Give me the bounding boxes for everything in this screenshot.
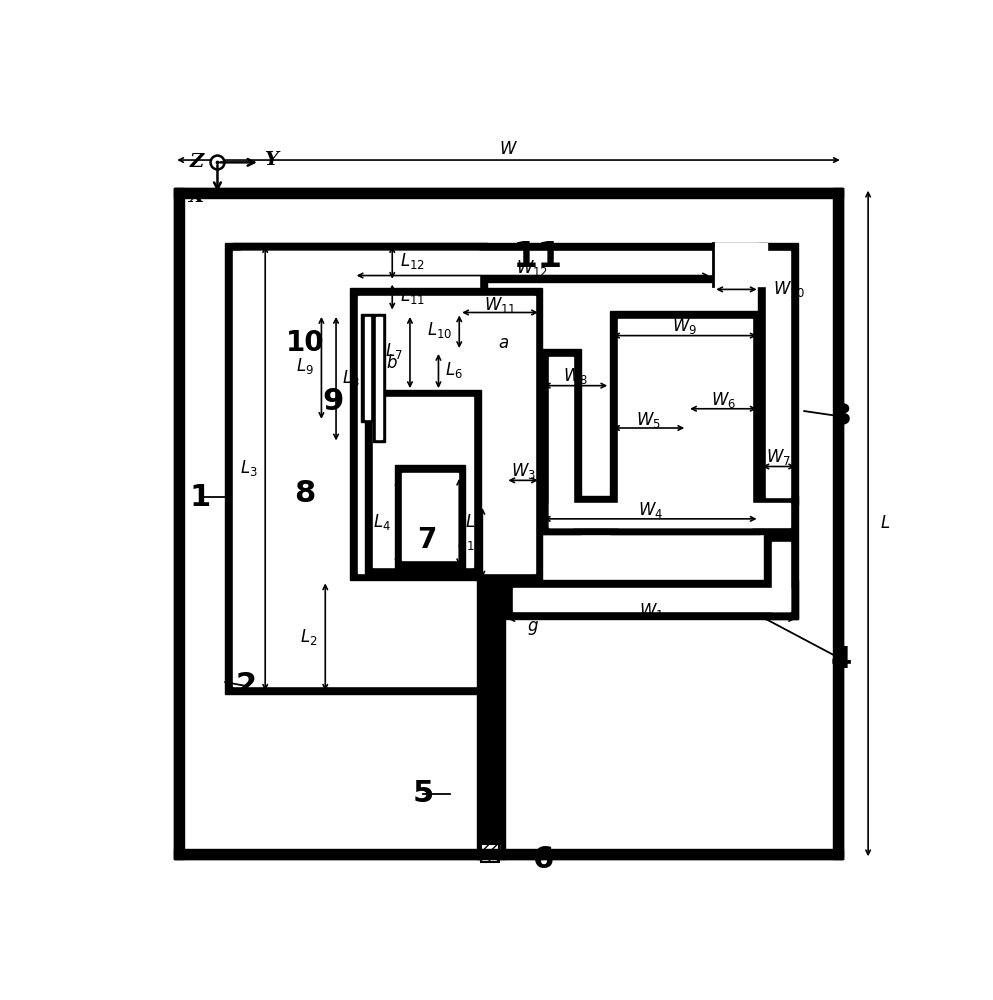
Polygon shape (373, 397, 473, 567)
Polygon shape (185, 198, 833, 849)
Polygon shape (505, 580, 798, 619)
Text: $L_{10}$: $L_{10}$ (427, 320, 453, 340)
Text: $W$: $W$ (499, 141, 518, 158)
Polygon shape (758, 243, 798, 505)
Polygon shape (175, 188, 843, 198)
Text: Z: Z (190, 153, 204, 171)
Text: $L_9$: $L_9$ (296, 356, 314, 376)
Text: Y: Y (264, 151, 278, 169)
Text: $W_{11}$: $W_{11}$ (484, 295, 516, 315)
Polygon shape (394, 465, 466, 568)
Polygon shape (477, 580, 505, 859)
Polygon shape (513, 588, 790, 611)
Polygon shape (350, 288, 542, 580)
Polygon shape (240, 251, 713, 274)
Polygon shape (175, 188, 185, 859)
Text: $L_8$: $L_8$ (343, 368, 359, 388)
Text: 11: 11 (513, 240, 564, 274)
Text: $W_{10}$: $W_{10}$ (774, 279, 806, 299)
Polygon shape (233, 251, 480, 686)
Text: $g$: $g$ (527, 619, 539, 637)
Polygon shape (361, 314, 373, 422)
Polygon shape (364, 317, 370, 419)
Text: $W_2$: $W_2$ (480, 586, 503, 606)
Text: $L_{11}$: $L_{11}$ (400, 286, 425, 306)
Polygon shape (548, 503, 790, 527)
Bar (481, 844, 499, 862)
Polygon shape (233, 243, 768, 282)
Text: $W_4$: $W_4$ (638, 500, 662, 520)
Polygon shape (548, 357, 573, 527)
Text: $L_5$: $L_5$ (466, 512, 483, 532)
Text: $W_6$: $W_6$ (711, 390, 736, 410)
Polygon shape (766, 251, 790, 497)
Text: 10: 10 (286, 329, 325, 357)
Polygon shape (541, 349, 581, 534)
Text: $W_1$: $W_1$ (639, 601, 664, 621)
Text: $L_3$: $L_3$ (239, 458, 257, 478)
Polygon shape (175, 849, 843, 859)
Text: 9: 9 (323, 387, 344, 416)
Text: $W_8$: $W_8$ (563, 366, 588, 386)
Polygon shape (713, 243, 768, 286)
Text: $a$: $a$ (498, 335, 509, 352)
Text: $W_9$: $W_9$ (672, 316, 697, 336)
Text: 4: 4 (830, 645, 852, 674)
Text: 3: 3 (830, 402, 852, 431)
Polygon shape (225, 243, 487, 694)
Polygon shape (618, 319, 752, 527)
Polygon shape (402, 473, 458, 560)
Polygon shape (365, 389, 481, 574)
Polygon shape (765, 534, 798, 619)
Text: $W_3$: $W_3$ (510, 461, 535, 481)
Text: 6: 6 (532, 845, 553, 874)
Text: $W_5$: $W_5$ (637, 410, 661, 430)
Text: $W_{12}$: $W_{12}$ (516, 258, 548, 278)
Text: 2: 2 (235, 671, 256, 700)
Text: X: X (189, 188, 204, 206)
Text: $L_1$: $L_1$ (457, 532, 475, 552)
Polygon shape (833, 188, 843, 859)
Text: 1: 1 (189, 483, 211, 512)
Text: 8: 8 (295, 479, 316, 508)
Text: $W_7$: $W_7$ (767, 447, 791, 467)
Text: $L_2$: $L_2$ (300, 627, 318, 647)
Polygon shape (357, 296, 534, 573)
Polygon shape (610, 311, 760, 534)
Polygon shape (541, 496, 798, 534)
Polygon shape (175, 188, 843, 859)
Text: $b$: $b$ (385, 354, 397, 372)
Polygon shape (481, 844, 499, 862)
Text: 7: 7 (417, 526, 437, 554)
Text: $L_7$: $L_7$ (384, 341, 402, 361)
Text: $L_4$: $L_4$ (372, 512, 390, 532)
Text: 5: 5 (412, 779, 434, 808)
Text: $L$: $L$ (880, 515, 890, 532)
Polygon shape (376, 317, 382, 439)
Polygon shape (373, 314, 385, 442)
Text: $L_6$: $L_6$ (445, 360, 463, 380)
Polygon shape (772, 542, 790, 611)
Text: $L_{12}$: $L_{12}$ (400, 251, 425, 271)
